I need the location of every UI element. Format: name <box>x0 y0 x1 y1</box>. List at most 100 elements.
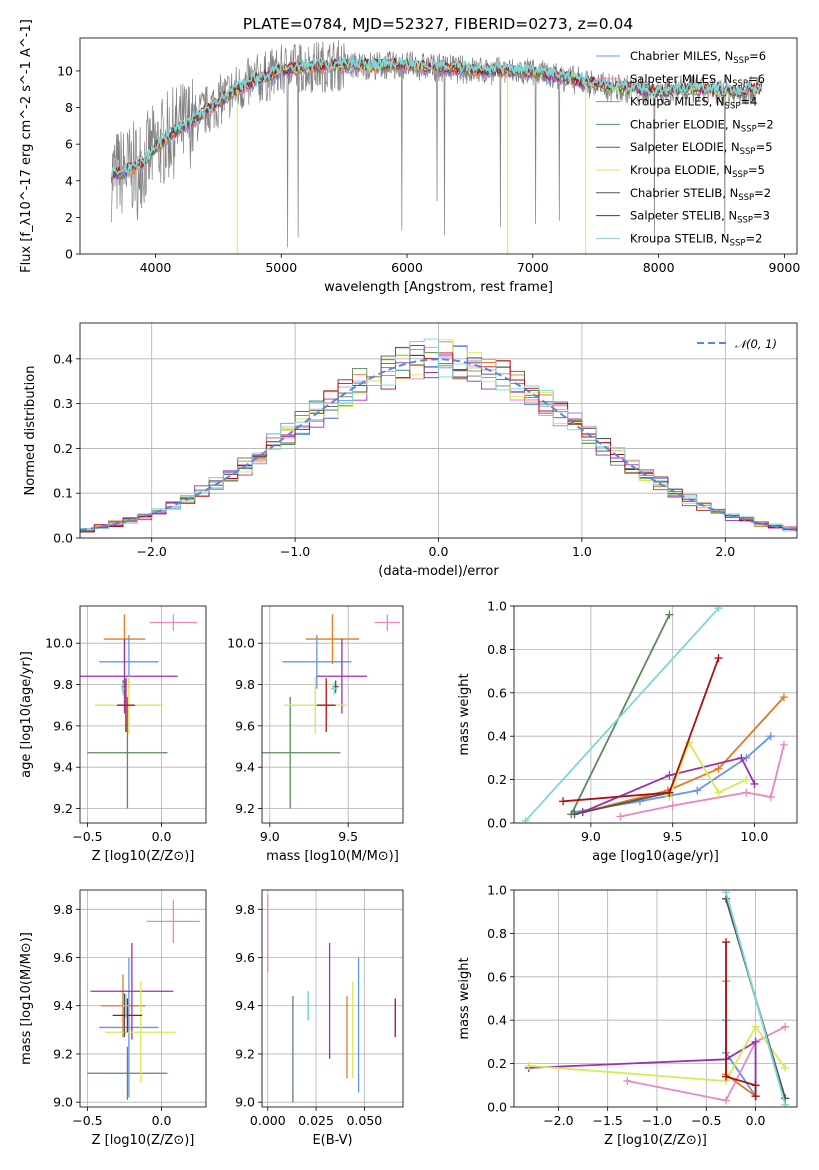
y-tick-label: 9.6 <box>53 950 73 965</box>
y-tick-label: 6 <box>65 137 73 152</box>
y-tick-label: 10.0 <box>45 636 73 651</box>
legend: Chabrier MILES, NSSP=6 Salpeter MILES, NS… <box>596 49 774 248</box>
legend-label-normal: 𝒩(0, 1) <box>735 337 777 351</box>
errorbar-salpeter-stelib <box>112 998 143 1033</box>
y-axis-label: mass weight <box>457 957 472 1039</box>
axes-frame <box>79 322 798 539</box>
x-tick-label: −0.5 <box>72 829 102 844</box>
x-tick-label: 0.050 <box>346 1113 382 1128</box>
histogram-kroupa-stelib <box>80 338 797 538</box>
y-tick-label: 9.8 <box>53 677 73 692</box>
y-tick-label: 0.0 <box>487 1100 507 1115</box>
errorbar-salpeter-stelib <box>316 678 336 733</box>
y-tick-label: 0.3 <box>53 396 73 411</box>
y-tick-label: 8 <box>65 100 73 115</box>
axes: −0.5 0.0 9.2 9.4 9.6 9.8 10.0 Z [log10(Z/Z⊙)] ag… <box>19 605 207 864</box>
errorbar-salpeter-stelib <box>117 678 135 733</box>
series-line <box>528 1040 757 1097</box>
series-salpeter-miles <box>616 740 788 821</box>
legend: 𝒩(0, 1) <box>697 337 777 351</box>
y-tick-label: 9.0 <box>235 1095 255 1110</box>
x-axis-label: Z [log10(Z/Z⊙)] <box>604 1133 707 1148</box>
x-tick-label: 0.0 <box>152 829 172 844</box>
y-tick-label: 2 <box>65 210 73 225</box>
plot-area <box>524 890 790 1107</box>
series-salpeter-elodie <box>578 753 759 817</box>
series-salpeter-stelib <box>559 654 723 806</box>
y-tick-label: 0.2 <box>487 772 507 787</box>
errorbar-chabrier-elodie <box>87 1046 168 1100</box>
axes: −0.5 0.0 9.0 9.2 9.4 9.6 9.8 Z [log10(Z/Z⊙)] mas… <box>19 889 207 1148</box>
x-tick-label: −1.5 <box>592 1113 622 1128</box>
axes: −2.0 −1.5 −1.0 −0.5 0.0 0.0 0.2 0.4 0.6 0.8 1.0 Z [… <box>457 883 798 1148</box>
legend-label-kroupa-stelib: Kroupa STELIB, NSSP=2 <box>630 231 762 248</box>
legend-count: =2 <box>757 117 774 131</box>
chart-massweight_vs_age: 9.0 9.5 10.0 0.0 0.2 0.4 0.6 0.8 1.0 age [log10(a… <box>457 599 798 864</box>
x-tick-label: 4000 <box>140 260 172 275</box>
x-tick-label: 9.5 <box>338 829 358 844</box>
y-tick-label: 9.2 <box>53 1046 73 1061</box>
y-tick-label: 9.0 <box>53 1095 73 1110</box>
legend-label-salpeter-miles: Salpeter MILES, NSSP=6 <box>630 72 765 89</box>
plot-area <box>110 40 763 254</box>
point-marker <box>714 654 723 663</box>
point-marker <box>714 788 723 797</box>
y-tick-label: 0.1 <box>53 486 73 501</box>
x-tick-label: 0.025 <box>298 1113 334 1128</box>
y-tick-label: 10.0 <box>227 636 255 651</box>
gridlines <box>262 606 403 823</box>
x-tick-label: 8000 <box>643 260 675 275</box>
errorbar-salpeter-miles <box>374 614 400 631</box>
errorbar-salpeter-elodie <box>90 943 174 1040</box>
legend-subscript: SSP <box>732 79 748 89</box>
errorbar-chabrier-miles <box>282 634 352 689</box>
legend-label-chabrier-elodie: Chabrier ELODIE, NSSP=2 <box>630 117 774 134</box>
errorbar-chabrier-elodie <box>87 696 168 809</box>
point-marker <box>722 938 731 947</box>
x-tick-label: −1.0 <box>642 1113 672 1128</box>
legend-label-chabrier-miles: Chabrier MILES, NSSP=6 <box>630 49 766 66</box>
axes-frame <box>513 889 798 1108</box>
point-marker <box>722 1096 731 1105</box>
point-marker <box>779 693 788 702</box>
series-line <box>725 981 757 1097</box>
y-tick-label: 9.6 <box>53 718 73 733</box>
y-tick-label: 9.8 <box>53 902 73 917</box>
series-line <box>570 614 671 815</box>
series-line <box>620 744 785 818</box>
point-marker <box>665 788 674 797</box>
axes-frame <box>79 889 207 1108</box>
legend-label-salpeter-elodie: Salpeter ELODIE, NSSP=5 <box>630 140 773 157</box>
gridlines <box>514 605 797 824</box>
gridlines <box>80 606 206 823</box>
errorbar-salpeter-elodie <box>80 639 178 714</box>
x-tick-label: 0.0 <box>429 544 449 559</box>
x-axis-label: wavelength [Angstrom, rest frame] <box>324 280 553 295</box>
y-tick-label: 0.4 <box>53 351 73 366</box>
plot-area <box>80 338 797 538</box>
x-axis-label: E(B-V) <box>312 1133 352 1148</box>
point-marker <box>665 771 674 780</box>
x-tick-label: 0.0 <box>152 1113 172 1128</box>
point-marker <box>722 890 731 897</box>
y-axis-label: age [log10(age/yr)] <box>19 651 34 778</box>
y-tick-label: 0 <box>65 247 73 262</box>
x-tick-label: 9.0 <box>581 829 601 844</box>
x-tick-label: −1.0 <box>280 544 310 559</box>
y-tick-label: 0.4 <box>487 729 507 744</box>
y-axis-label: Normed distribution <box>23 366 38 496</box>
errorbar-kroupa-stelib <box>122 993 129 1018</box>
legend-count: =4 <box>740 95 757 109</box>
point-marker <box>742 788 751 797</box>
y-tick-label: 0.6 <box>487 685 507 700</box>
y-tick-label: 0.0 <box>53 531 73 546</box>
axes: 9.0 9.5 9.2 9.4 9.6 9.8 10.0 mass [log10(M/M⊙)] <box>227 605 404 864</box>
legend-count: =6 <box>749 49 766 63</box>
series-line <box>582 756 756 813</box>
plot-area <box>262 614 400 809</box>
legend-subscript: SSP <box>740 147 756 157</box>
point-marker <box>766 792 775 801</box>
series-line <box>574 791 670 816</box>
point-marker <box>737 753 746 762</box>
errorbar-kroupa-elodie <box>105 981 177 1083</box>
